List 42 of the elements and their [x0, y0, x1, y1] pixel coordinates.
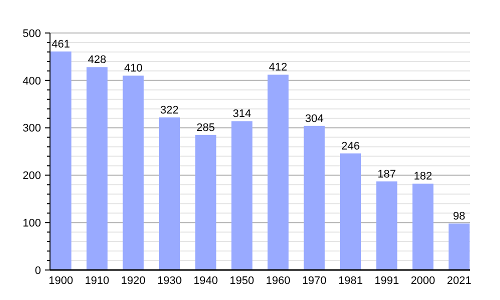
- y-tick-label: 0: [34, 264, 41, 277]
- data-label: 246: [341, 140, 360, 152]
- x-tick-label: 1991: [374, 275, 399, 287]
- bar: [304, 126, 325, 270]
- data-label: 187: [378, 168, 396, 180]
- bar: [231, 121, 252, 270]
- data-label: 461: [52, 38, 70, 50]
- bar: [158, 117, 180, 270]
- x-tick-label: 1970: [302, 275, 327, 287]
- data-label: 412: [268, 62, 288, 74]
- x-tick-label: 2021: [446, 275, 472, 287]
- x-tick-label: 1900: [48, 275, 74, 287]
- x-tick-label: 1950: [230, 275, 254, 287]
- bar: [340, 153, 362, 270]
- bar: [448, 224, 470, 270]
- x-tick-label: 1960: [266, 275, 290, 287]
- y-tick-label: 300: [22, 122, 41, 135]
- y-tick-label: 200: [22, 170, 41, 182]
- y-tick-label: 400: [22, 75, 41, 88]
- bar: [122, 76, 144, 270]
- bar: [412, 184, 434, 270]
- data-label: 182: [414, 170, 432, 183]
- data-label: 304: [305, 112, 324, 125]
- bar: [268, 74, 289, 270]
- x-tick-label: 1940: [193, 275, 218, 287]
- bar: [86, 67, 108, 270]
- data-label: 285: [196, 122, 215, 134]
- x-tick-label: 1981: [338, 275, 363, 287]
- x-tick-label: 1930: [157, 275, 182, 287]
- x-tick-label: 1910: [84, 275, 110, 287]
- y-tick-label: 500: [22, 28, 41, 40]
- data-label: 98: [453, 210, 466, 223]
- data-label: 322: [160, 104, 179, 116]
- data-label: 410: [124, 62, 142, 75]
- data-label: 428: [88, 54, 106, 66]
- bar: [50, 51, 72, 270]
- x-tick-label: 1920: [121, 275, 146, 287]
- x-tick-label: 2000: [410, 275, 436, 287]
- bar: [376, 181, 398, 270]
- bar: [195, 134, 216, 270]
- y-tick-label: 100: [22, 217, 41, 230]
- data-label: 314: [232, 108, 252, 120]
